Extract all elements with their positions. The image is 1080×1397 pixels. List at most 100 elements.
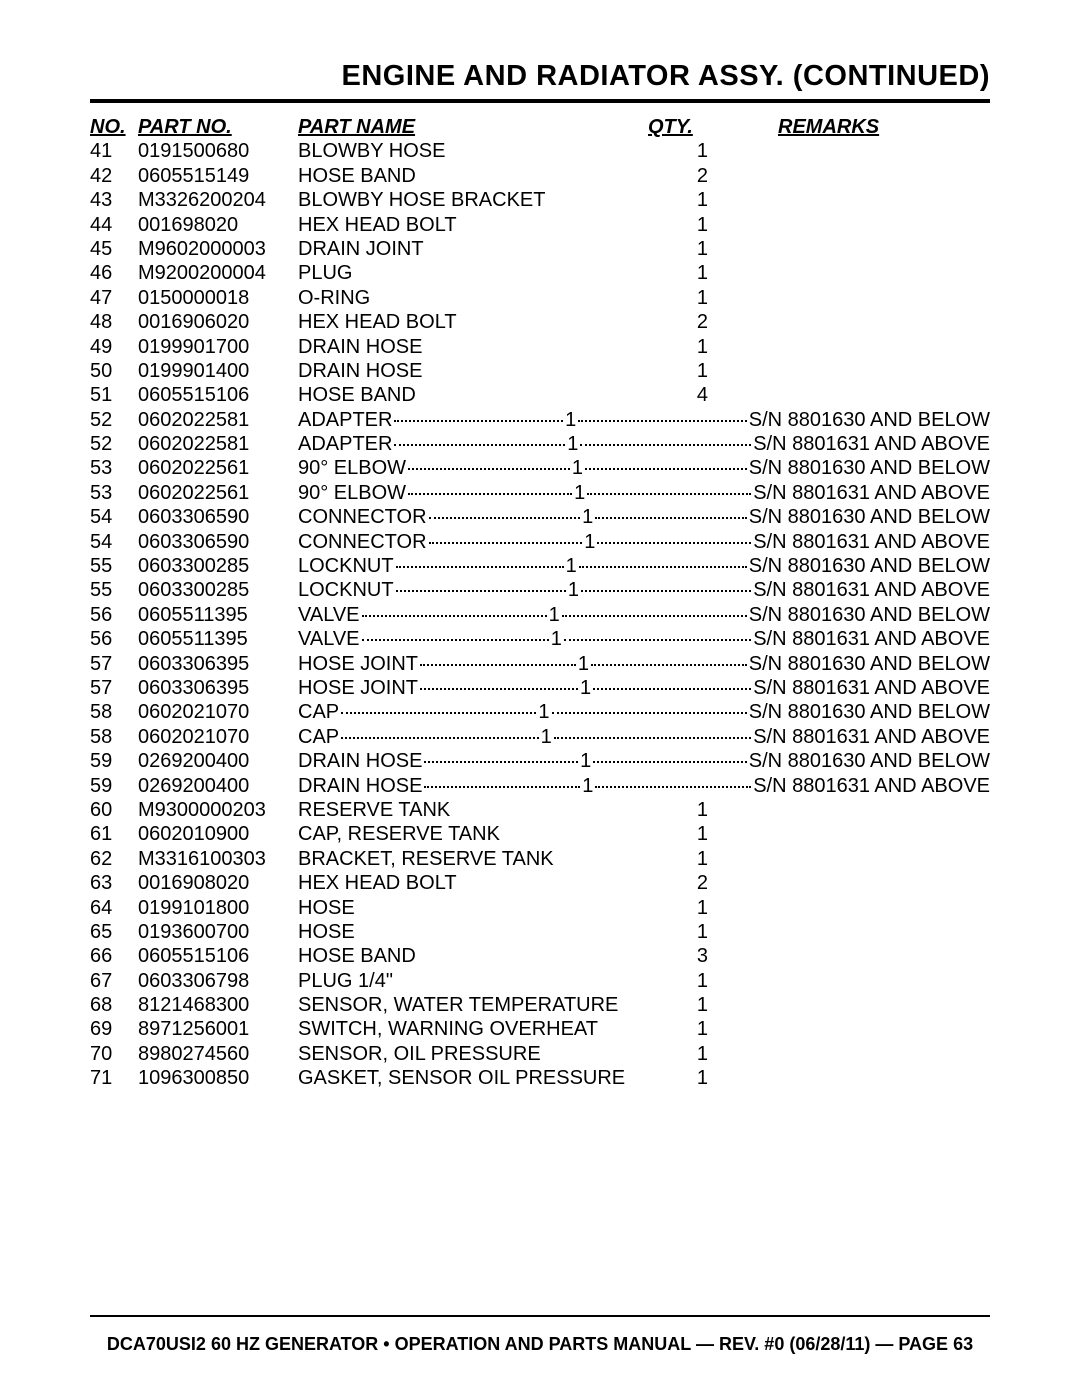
cell-rem	[708, 1042, 990, 1066]
cell-qty: 1	[648, 1066, 708, 1090]
cell-no: 57	[90, 676, 138, 700]
cell-pn: 001698020	[138, 213, 298, 237]
cell-no: 56	[90, 603, 138, 627]
cell-name: BLOWBY HOSE	[298, 139, 648, 163]
cell-qty: 1	[648, 237, 708, 261]
table-row: 550603300285LOCKNUT1S/N 8801631 AND ABOV…	[90, 578, 990, 602]
cell-no: 51	[90, 383, 138, 407]
leader-dots	[396, 566, 564, 568]
cell-name: PLUG	[298, 261, 648, 285]
table-row: 550603300285LOCKNUT1S/N 8801630 AND BELO…	[90, 554, 990, 578]
cell-no: 58	[90, 700, 138, 724]
cell-pn: 0602022581	[138, 408, 298, 432]
cell-rem	[708, 993, 990, 1017]
cell-rem: S/N 8801630 AND BELOW	[749, 700, 990, 724]
cell-no: 71	[90, 1066, 138, 1090]
cell-no: 52	[90, 408, 138, 432]
cell-rem	[708, 310, 990, 334]
cell-pn: 0602021070	[138, 725, 298, 749]
leader-dots	[562, 615, 747, 617]
cell-rem: S/N 8801630 AND BELOW	[749, 456, 990, 480]
leader-dots	[408, 493, 572, 495]
cell-qty: 1	[648, 1017, 708, 1041]
table-row: 610602010900CAP, RESERVE TANK1	[90, 822, 990, 846]
cell-name: SENSOR, WATER TEMPERATURE	[298, 993, 648, 1017]
hdr-pn: PART NO.	[138, 115, 298, 139]
cell-pn: 0603300285	[138, 578, 298, 602]
leader-dots	[429, 517, 581, 519]
cell-qty: 1	[648, 359, 708, 383]
table-row: 560605511395VALVE1S/N 8801631 AND ABOVE	[90, 627, 990, 651]
leader-dots	[394, 420, 563, 422]
table-row: 560605511395VALVE1S/N 8801630 AND BELOW	[90, 603, 990, 627]
cell-name: HEX HEAD BOLT	[298, 310, 648, 334]
cell-qty: 1	[582, 774, 593, 798]
cell-pn: 0602022581	[138, 432, 298, 456]
table-row: 590269200400DRAIN HOSE1S/N 8801630 AND B…	[90, 749, 990, 773]
cell-no: 67	[90, 969, 138, 993]
leader-dots	[420, 688, 578, 690]
cell-qty: 1	[648, 920, 708, 944]
cell-qty: 1	[551, 627, 562, 651]
cell-no: 50	[90, 359, 138, 383]
cell-rem: S/N 8801630 AND BELOW	[749, 603, 990, 627]
cell-qty: 1	[567, 432, 578, 456]
cell-no: 49	[90, 335, 138, 359]
cell-name: DRAIN HOSE	[298, 359, 648, 383]
parts-table: NO. PART NO. PART NAME QTY. REMARKS 4101…	[90, 115, 990, 1091]
cell-rem	[708, 822, 990, 846]
cell-no: 53	[90, 481, 138, 505]
table-row: 62M3316100303BRACKET, RESERVE TANK1	[90, 847, 990, 871]
cell-qty: 1	[648, 335, 708, 359]
cell-pn: 0605511395	[138, 603, 298, 627]
cell-qty: 1	[578, 652, 589, 676]
cell-name: CAP	[298, 725, 339, 749]
cell-no: 41	[90, 139, 138, 163]
cell-no: 64	[90, 896, 138, 920]
cell-no: 52	[90, 432, 138, 456]
cell-rem	[708, 237, 990, 261]
leader-dots	[341, 737, 538, 739]
cell-rem	[708, 188, 990, 212]
cell-name: O-RING	[298, 286, 648, 310]
cell-name: DRAIN HOSE	[298, 749, 422, 773]
cell-name: VALVE	[298, 603, 360, 627]
table-header: NO. PART NO. PART NAME QTY. REMARKS	[90, 115, 990, 139]
leader-dots	[362, 615, 547, 617]
leader-dots	[564, 639, 751, 641]
cell-pn: 0603306798	[138, 969, 298, 993]
cell-rem: S/N 8801631 AND ABOVE	[753, 725, 990, 749]
leader-dots	[424, 786, 580, 788]
cell-rem	[708, 383, 990, 407]
cell-qty: 1	[541, 725, 552, 749]
cell-rem: S/N 8801630 AND BELOW	[749, 505, 990, 529]
cell-qty: 1	[648, 822, 708, 846]
hdr-name: PART NAME	[298, 115, 648, 139]
cell-no: 48	[90, 310, 138, 334]
cell-pn: M9602000003	[138, 237, 298, 261]
cell-name: LOCKNUT	[298, 554, 394, 578]
cell-rem	[708, 920, 990, 944]
cell-qty: 1	[582, 505, 593, 529]
cell-name: HOSE JOINT	[298, 676, 418, 700]
leader-dots	[408, 468, 570, 470]
table-row: 480016906020HEX HEAD BOLT2	[90, 310, 990, 334]
cell-no: 70	[90, 1042, 138, 1066]
table-row: 540603306590CONNECTOR1S/N 8801631 AND AB…	[90, 530, 990, 554]
cell-no: 45	[90, 237, 138, 261]
table-row: 44001698020HEX HEAD BOLT1	[90, 213, 990, 237]
cell-no: 55	[90, 578, 138, 602]
table-row: 60M9300000203RESERVE TANK1	[90, 798, 990, 822]
cell-rem: S/N 8801630 AND BELOW	[749, 652, 990, 676]
cell-rem: S/N 8801631 AND ABOVE	[753, 530, 990, 554]
cell-rem	[708, 798, 990, 822]
table-row: 590269200400DRAIN HOSE1S/N 8801631 AND A…	[90, 774, 990, 798]
hdr-qty: QTY.	[648, 115, 708, 139]
cell-qty: 1	[648, 896, 708, 920]
cell-no: 46	[90, 261, 138, 285]
cell-pn: 0605515149	[138, 164, 298, 188]
cell-name: HOSE BAND	[298, 164, 648, 188]
cell-name: SWITCH, WARNING OVERHEAT	[298, 1017, 648, 1041]
leader-dots	[591, 664, 747, 666]
cell-name: 90° ELBOW	[298, 456, 406, 480]
